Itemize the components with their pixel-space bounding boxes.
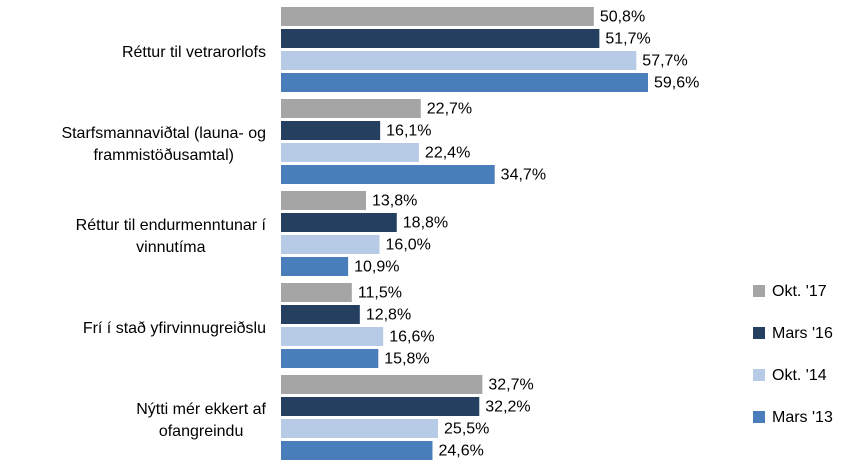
- bar: [281, 257, 349, 276]
- value-label: 57,7%: [642, 53, 687, 70]
- legend-label: Okt. '14: [772, 367, 827, 384]
- bar: [281, 143, 419, 162]
- value-label: 22,7%: [427, 101, 472, 118]
- value-label: 51,7%: [605, 31, 650, 48]
- bar: [281, 419, 439, 438]
- value-label: 32,2%: [485, 399, 530, 416]
- category-label: Réttur til endurmenntunar í vinnutíma: [75, 217, 266, 256]
- bar: [281, 213, 397, 232]
- bar: [281, 165, 495, 184]
- value-label: 12,8%: [366, 307, 411, 324]
- value-label: 16,6%: [389, 329, 434, 346]
- bar: [281, 191, 366, 210]
- legend-swatch: [753, 369, 765, 381]
- category-label-box: Réttur til endurmenntunar í vinnutíma: [0, 191, 266, 283]
- value-label: 18,8%: [403, 215, 448, 232]
- bar: [281, 73, 649, 92]
- value-label: 50,8%: [600, 9, 645, 26]
- bar: [281, 283, 352, 302]
- bar: [281, 121, 381, 140]
- value-label: 34,7%: [501, 167, 546, 184]
- category-label-box: Réttur til vetrarorlofs: [0, 7, 266, 99]
- value-label: 10,9%: [354, 259, 399, 276]
- legend-swatch: [753, 285, 765, 297]
- bar: [281, 7, 594, 26]
- legend-label: Mars '13: [772, 409, 833, 426]
- bar: [281, 349, 379, 368]
- value-label: 24,6%: [438, 443, 483, 460]
- value-label: 15,8%: [384, 351, 429, 368]
- bar: [281, 99, 421, 118]
- category-label-box: Nýtti mér ekkert af ofangreindu: [0, 375, 266, 462]
- category-label: Frí í stað yfirvinnugreiðslu: [82, 320, 266, 337]
- category-label: Starfsmannaviðtal (launa- og frammistöðu…: [61, 125, 266, 164]
- legend-swatch: [753, 411, 765, 423]
- value-label: 16,0%: [386, 237, 431, 254]
- value-label: 13,8%: [372, 193, 417, 210]
- category-label-box: Frí í stað yfirvinnugreiðslu: [0, 283, 266, 375]
- value-label: 59,6%: [654, 75, 699, 92]
- legend-swatch: [753, 327, 765, 339]
- value-label: 16,1%: [386, 123, 431, 140]
- bar: [281, 397, 480, 416]
- category-label: Nýtti mér ekkert af ofangreindu: [136, 401, 266, 440]
- bar: [281, 441, 433, 460]
- bar: [281, 51, 637, 70]
- category-label: Réttur til vetrarorlofs: [121, 44, 266, 61]
- bar: [281, 375, 483, 394]
- category-label-box: Starfsmannaviðtal (launa- og frammistöðu…: [0, 99, 266, 191]
- bar: [281, 235, 380, 254]
- legend-label: Okt. '17: [772, 283, 827, 300]
- value-label: 11,5%: [358, 285, 402, 302]
- legend-label: Mars '16: [772, 325, 833, 342]
- bar: [281, 327, 384, 346]
- value-label: 25,5%: [444, 421, 489, 438]
- bar: [281, 29, 600, 48]
- value-label: 32,7%: [488, 377, 533, 394]
- bar: [281, 305, 360, 324]
- value-label: 22,4%: [425, 145, 470, 162]
